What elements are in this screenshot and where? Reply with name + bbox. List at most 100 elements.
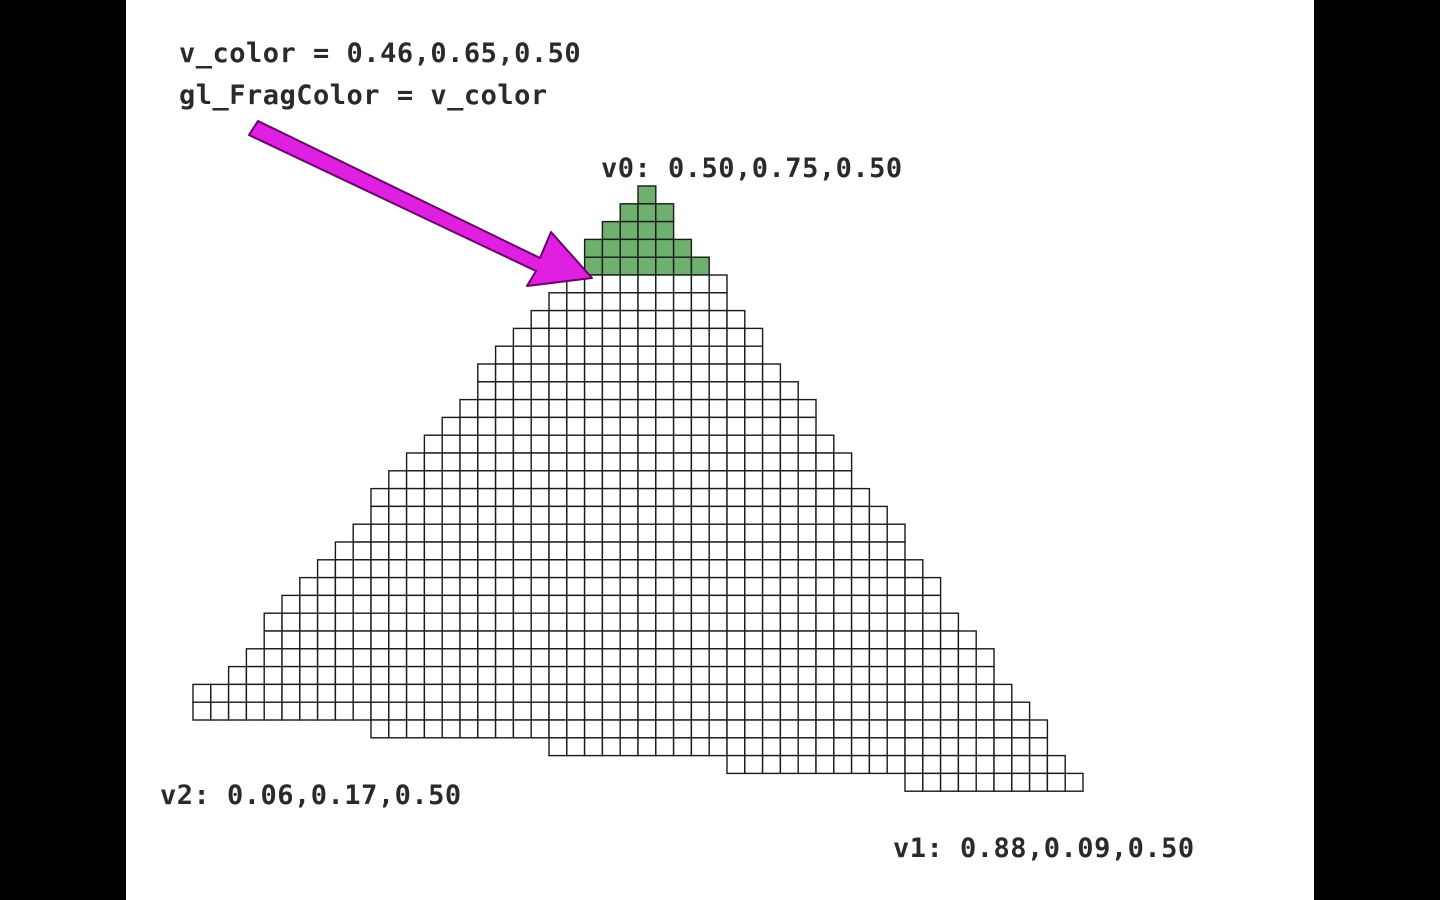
fragment-pixel (637, 737, 657, 757)
fragment-pixel (726, 541, 746, 561)
fragment-pixel (548, 719, 568, 739)
fragment-pixel (583, 452, 604, 472)
fragment-pixel (708, 576, 728, 597)
shaded-fragment (637, 238, 657, 258)
fragment-pixel (922, 630, 942, 650)
fragment-pixel (477, 683, 497, 703)
fragment-pixel (672, 541, 693, 561)
fragment-pixel (904, 683, 924, 703)
fragment-pixel (904, 754, 924, 775)
fragment-pixel (566, 523, 586, 543)
fragment-pixel (850, 576, 871, 597)
fragment-pixel (993, 719, 1013, 739)
fragment-pixel (619, 487, 639, 508)
fragment-pixel (459, 559, 479, 579)
fragment-pixel (708, 274, 728, 294)
fragment-pixel (815, 630, 835, 650)
fragment-pixel (726, 309, 746, 330)
fragment-pixel (833, 559, 853, 579)
fragment-pixel (939, 648, 960, 668)
fragment-pixel (779, 523, 799, 543)
fragment-pixel (423, 719, 443, 739)
fragment-pixel (477, 416, 497, 436)
fragment-pixel (405, 487, 426, 508)
vertex-v2-label: v2: 0.06,0.17,0.50 (160, 780, 462, 811)
fragment-pixel (316, 701, 337, 721)
fragment-pixel (726, 523, 746, 543)
fragment-pixel (619, 665, 639, 686)
fragment-pixel (281, 665, 301, 686)
fragment-pixel (459, 487, 479, 508)
fragment-pixel (690, 541, 710, 561)
fragment-pixel (299, 665, 319, 686)
fragment-pixel (761, 470, 782, 490)
fragment-pixel (744, 487, 764, 508)
fragment-pixel (227, 701, 248, 721)
fragment-pixel (690, 292, 710, 312)
fragment-pixel (637, 487, 657, 508)
fragment-pixel (797, 398, 817, 419)
fragment-pixel (690, 523, 710, 543)
fragment-pixel (601, 523, 621, 543)
fragment-pixel (583, 487, 604, 508)
fragment-pixel (761, 505, 782, 525)
fragment-pixel (744, 398, 764, 419)
fragment-pixel (939, 754, 960, 775)
fragment-pixel (619, 434, 639, 454)
fragment-pixel (708, 630, 728, 650)
fragment-pixel (281, 594, 301, 614)
fragment-pixel (672, 576, 693, 597)
fragment-pixel (922, 612, 942, 632)
fragment-pixel (530, 559, 550, 579)
fragment-pixel (477, 398, 497, 419)
fragment-pixel (993, 683, 1013, 703)
fragment-pixel (850, 719, 871, 739)
fragment-pixel (441, 594, 461, 614)
fragment-pixel (655, 612, 675, 632)
fragment-pixel (441, 434, 461, 454)
fragment-pixel (815, 434, 835, 454)
fragment-pixel (566, 737, 586, 757)
fragment-pixel (726, 470, 746, 490)
fragment-pixel (601, 683, 621, 703)
fragment-pixel (370, 487, 390, 508)
fragment-pixel (405, 559, 426, 579)
fragment-pixel (583, 541, 604, 561)
fragment-pixel (459, 470, 479, 490)
fragment-pixel (833, 541, 853, 561)
fragment-pixel (939, 701, 960, 721)
shaded-fragment (601, 220, 621, 241)
fragment-pixel (726, 683, 746, 703)
fragment-pixel (512, 594, 532, 614)
fragment-pixel (548, 452, 568, 472)
fragment-pixel (672, 309, 693, 330)
fragment-pixel (405, 470, 426, 490)
fragment-pixel (548, 683, 568, 703)
fragment-pixel (405, 630, 426, 650)
fragment-pixel (566, 345, 586, 365)
fragment-pixel (477, 612, 497, 632)
fragment-pixel (566, 648, 586, 668)
fragment-pixel (761, 737, 782, 757)
fragment-pixel (922, 754, 942, 775)
fragment-pixel (779, 648, 799, 668)
fragment-pixel (868, 701, 888, 721)
fragment-pixel (583, 576, 604, 597)
fragment-pixel (939, 737, 960, 757)
fragment-pixel (583, 594, 604, 614)
fragment-pixel (993, 737, 1013, 757)
fragment-pixel (1064, 772, 1084, 792)
fragment-pixel (708, 398, 728, 419)
shaded-fragment (619, 220, 639, 241)
fragment-pixel (512, 363, 532, 383)
fragment-pixel (566, 594, 586, 614)
fragment-pixel (850, 701, 871, 721)
fragment-pixel (512, 648, 532, 668)
fragment-pixel (477, 594, 497, 614)
fragment-pixel (975, 719, 995, 739)
fragment-pixel (975, 772, 995, 792)
fragment-pixel (886, 612, 906, 632)
fragment-pixel (886, 523, 906, 543)
fragment-pixel (637, 470, 657, 490)
fragment-pixel (566, 363, 586, 383)
